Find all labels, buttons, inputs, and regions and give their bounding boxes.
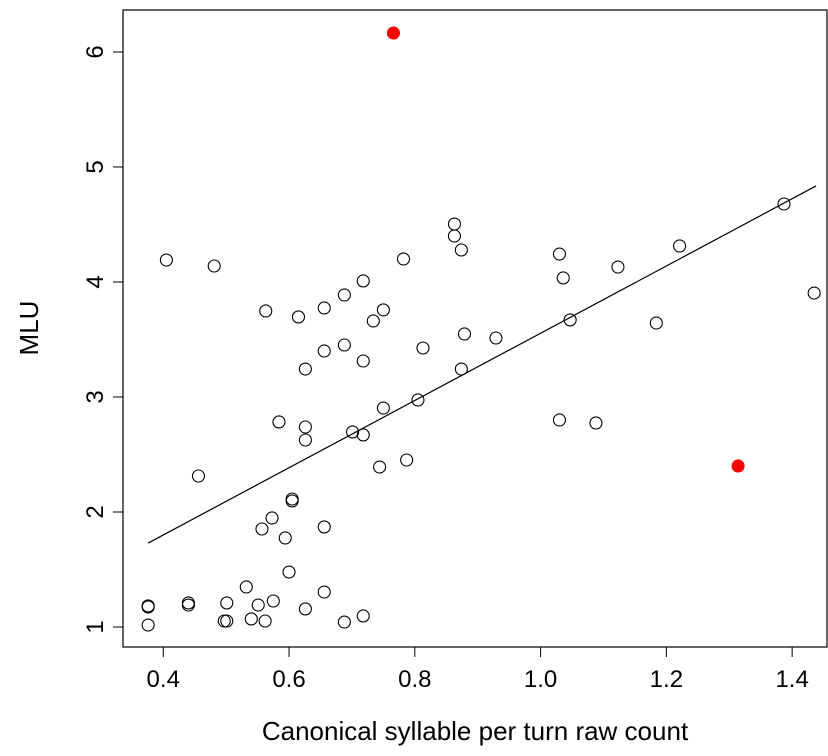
point (556, 271, 570, 285)
point (376, 303, 390, 317)
y-tick-label: 4 (82, 275, 109, 288)
point (731, 459, 745, 473)
point (239, 580, 253, 594)
point (552, 247, 567, 261)
point (317, 301, 331, 315)
point (217, 614, 231, 628)
x-tick-label: 1.0 (524, 666, 557, 693)
point (457, 327, 472, 341)
x-tick-label: 1.2 (650, 666, 683, 693)
point (552, 413, 567, 427)
point (255, 522, 269, 536)
point (376, 401, 390, 415)
point (278, 531, 292, 545)
x-tick-label: 0.6 (272, 666, 305, 693)
point (337, 338, 351, 352)
point (337, 288, 351, 302)
point (447, 217, 461, 231)
point (317, 344, 331, 358)
point (141, 599, 155, 613)
y-tick-label: 3 (82, 390, 109, 403)
point (807, 286, 821, 300)
point (259, 304, 273, 318)
x-axis-label: Canonical syllable per turn raw count (262, 716, 689, 746)
point (777, 197, 791, 211)
point (191, 469, 206, 483)
point (386, 26, 400, 40)
y-tick-label: 5 (82, 160, 109, 173)
point (611, 260, 625, 274)
x-tick-label: 0.4 (147, 666, 180, 693)
point (291, 310, 306, 324)
point (447, 229, 461, 243)
point (298, 362, 312, 376)
point (298, 420, 312, 434)
point (220, 596, 234, 610)
point (454, 362, 468, 376)
fit-line (147, 185, 817, 544)
y-tick-label: 2 (82, 505, 109, 518)
point (396, 252, 411, 266)
point (258, 614, 272, 628)
point (411, 393, 425, 407)
point (356, 609, 370, 623)
point (356, 354, 370, 368)
point (282, 565, 296, 579)
point (141, 600, 155, 614)
point (159, 253, 173, 267)
point (416, 341, 430, 355)
point (298, 433, 312, 447)
point (317, 585, 331, 599)
point (272, 415, 286, 429)
point (489, 331, 503, 345)
point (181, 598, 195, 612)
x-tick-label: 0.8 (398, 666, 431, 693)
point (220, 614, 234, 628)
point (244, 612, 258, 626)
point (373, 460, 387, 474)
point (337, 615, 351, 629)
point (366, 314, 380, 328)
point (141, 618, 155, 632)
y-axis-label: MLU (14, 301, 44, 356)
x-tick-label: 1.4 (775, 666, 808, 693)
point (356, 428, 370, 442)
point (266, 594, 280, 608)
point (563, 313, 577, 327)
point (649, 316, 663, 330)
point (589, 416, 603, 430)
point (454, 243, 468, 257)
plot-frame (122, 9, 828, 648)
point (298, 602, 312, 616)
y-tick-label: 1 (82, 620, 109, 633)
point (207, 259, 221, 273)
point (356, 274, 370, 288)
point (251, 598, 265, 612)
point (265, 511, 279, 525)
point (400, 453, 414, 467)
point (285, 494, 299, 508)
point (317, 520, 331, 534)
y-tick-label: 6 (82, 45, 109, 58)
point (673, 239, 687, 253)
